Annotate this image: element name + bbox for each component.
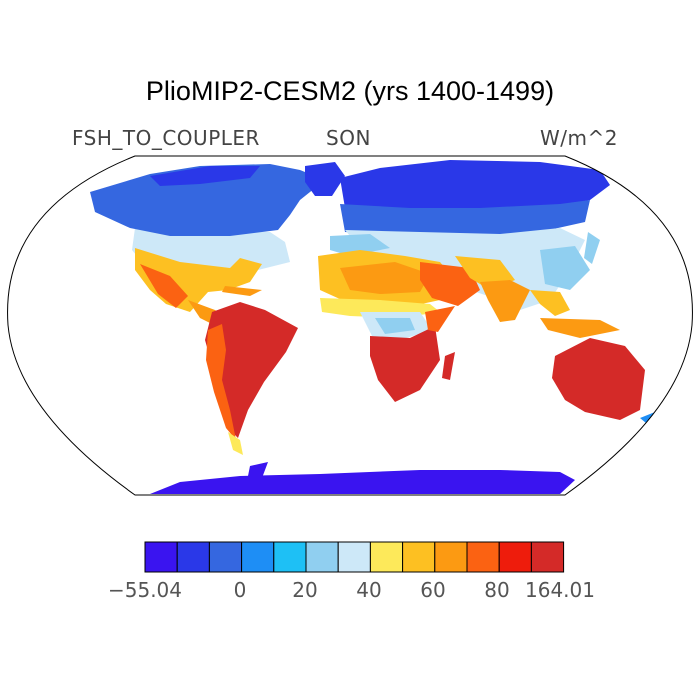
colorbar-swatch	[369, 541, 404, 573]
east-asia	[540, 246, 590, 290]
japan	[584, 232, 600, 264]
colorbar-tick-label: 164.01	[525, 578, 595, 602]
arabia	[420, 262, 480, 306]
colorbar-tick-label: 80	[484, 578, 509, 602]
eurasia-north	[340, 160, 610, 214]
globe-outline	[7, 155, 693, 496]
colorbar-swatch	[434, 541, 468, 573]
europe-south	[330, 234, 390, 256]
colorbar-swatch	[402, 541, 436, 573]
patagonia	[228, 432, 243, 455]
colorbar-tick-label: −55.04	[108, 578, 182, 602]
australia	[552, 338, 645, 420]
colorbar-swatch	[241, 541, 275, 573]
map-title: PlioMIP2-CESM2 (yrs 1400-1499)	[145, 76, 555, 106]
colorbar-tick-label: 60	[420, 578, 445, 602]
greenland	[305, 162, 345, 196]
units-label: W/m^2	[540, 126, 618, 150]
eurasia-boreal	[340, 200, 590, 236]
madagascar	[442, 352, 455, 380]
sahara-core	[340, 262, 430, 294]
colorbar-swatch	[144, 541, 178, 573]
antarctic-peninsula	[248, 462, 268, 478]
north-america-north	[150, 166, 260, 186]
colorbar-swatch	[305, 541, 339, 573]
colorbar-swatch	[530, 541, 565, 573]
colorbar-swatch	[208, 541, 243, 573]
india	[480, 280, 530, 322]
colorbar-tick-label: 20	[292, 578, 317, 602]
colorbar-swatch	[498, 541, 532, 573]
colorbar-swatch	[273, 541, 307, 573]
southern-africa	[370, 326, 440, 402]
colorbar-tick-label: 0	[234, 578, 247, 602]
variable-label: FSH_TO_COUPLER	[72, 126, 260, 150]
season-label: SON	[326, 126, 371, 150]
colorbar-swatch	[337, 541, 371, 573]
central-africa-core	[375, 318, 415, 334]
north-america-boreal	[90, 164, 325, 236]
caribbean	[222, 286, 262, 296]
southeast-asia	[530, 290, 570, 316]
south-america-andes	[206, 324, 236, 440]
indonesia	[540, 318, 620, 338]
horn-of-africa	[425, 306, 455, 332]
mexico-hot	[140, 264, 188, 308]
colorbar-swatch	[176, 541, 210, 573]
colorbar-tick-label: 40	[356, 578, 381, 602]
colorbar-swatch	[466, 541, 500, 573]
